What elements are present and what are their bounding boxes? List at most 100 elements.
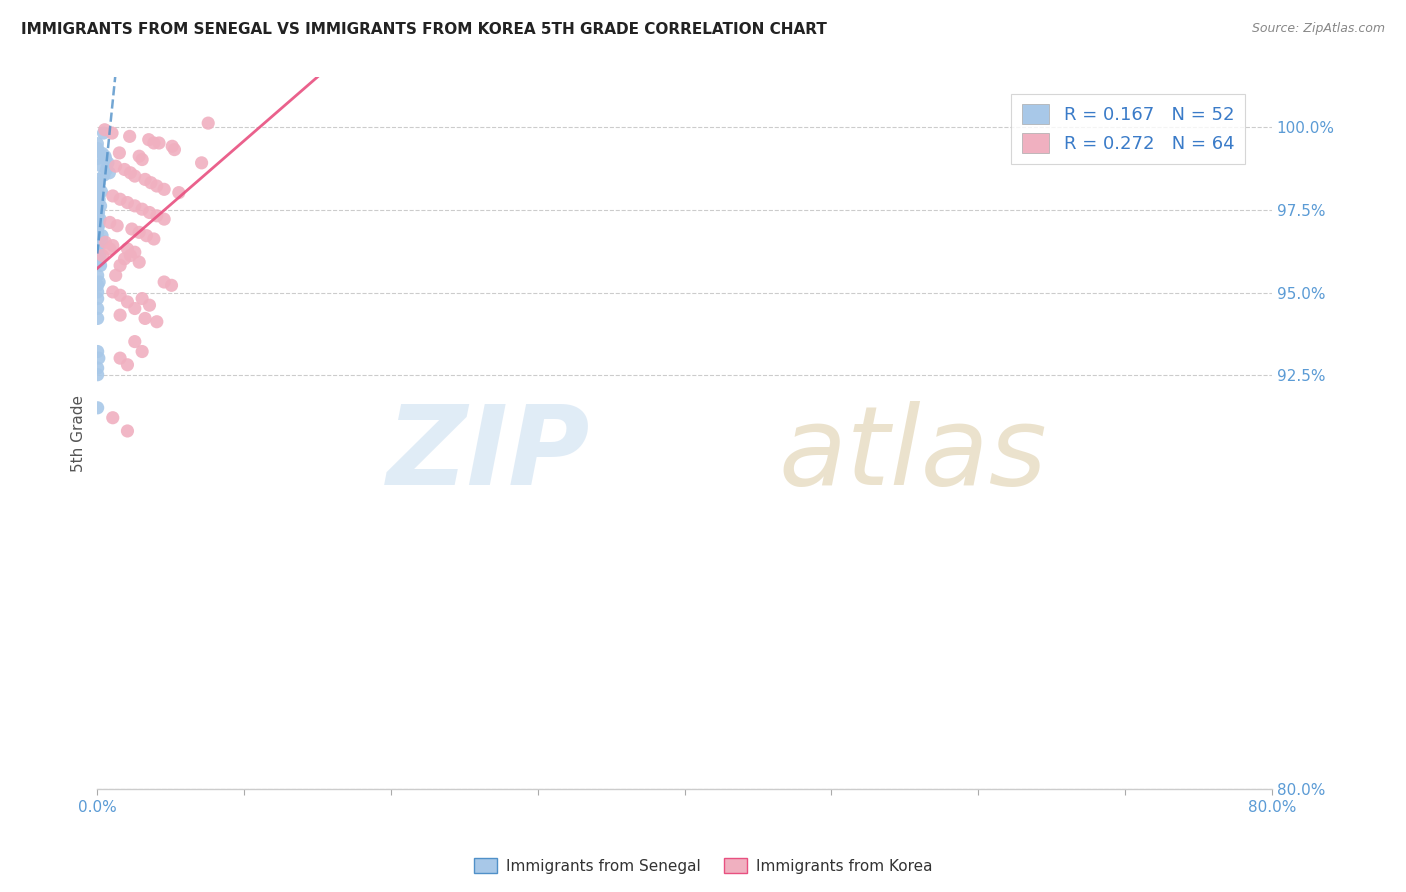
Point [131, 202, 153, 217]
Point [118, 129, 141, 144]
Point [131, 292, 153, 306]
Point [138, 205, 160, 219]
Point [120, 248, 142, 262]
Point [94, 235, 117, 250]
Point [114, 252, 136, 266]
Point [108, 259, 131, 273]
Point [86, 189, 108, 203]
Point [101, 410, 124, 425]
Point [148, 136, 170, 150]
Point [121, 222, 143, 236]
Point [134, 311, 156, 326]
Point [101, 189, 124, 203]
Point [86, 245, 108, 260]
Point [117, 242, 139, 256]
Point [86, 182, 108, 196]
Point [146, 179, 169, 194]
Point [167, 186, 190, 200]
Point [153, 182, 176, 196]
Point [86, 152, 108, 166]
Point [108, 308, 131, 322]
Point [163, 143, 186, 157]
Point [197, 116, 219, 130]
Point [160, 278, 183, 293]
Point [91, 235, 114, 249]
Point [87, 215, 110, 229]
Point [105, 219, 128, 233]
Point [86, 285, 108, 299]
Point [108, 351, 131, 366]
Point [101, 126, 124, 140]
Point [134, 172, 156, 186]
Point [94, 152, 117, 166]
Point [96, 162, 118, 177]
Point [114, 162, 136, 177]
Point [93, 126, 115, 140]
Point [91, 146, 114, 161]
Point [87, 219, 110, 233]
Point [86, 368, 108, 382]
Point [86, 252, 108, 266]
Point [128, 225, 150, 239]
Point [142, 232, 165, 246]
Point [87, 252, 110, 266]
Point [135, 228, 157, 243]
Point [90, 199, 112, 213]
Point [86, 202, 108, 217]
Point [104, 268, 127, 283]
Text: ZIP: ZIP [387, 401, 591, 508]
Point [89, 248, 111, 262]
Point [86, 238, 108, 252]
Point [138, 133, 160, 147]
Point [117, 195, 139, 210]
Point [124, 245, 146, 260]
Point [86, 268, 108, 283]
Point [86, 222, 108, 236]
Point [160, 139, 183, 153]
Text: IMMIGRANTS FROM SENEGAL VS IMMIGRANTS FROM KOREA 5TH GRADE CORRELATION CHART: IMMIGRANTS FROM SENEGAL VS IMMIGRANTS FR… [21, 22, 827, 37]
Point [86, 136, 108, 151]
Point [86, 292, 108, 306]
Point [117, 424, 139, 438]
Point [124, 169, 146, 183]
Point [142, 136, 165, 150]
Text: atlas: atlas [779, 401, 1047, 508]
Point [146, 209, 169, 223]
Point [86, 172, 108, 186]
Point [89, 158, 111, 172]
Point [131, 344, 153, 359]
Point [98, 242, 121, 256]
Point [190, 156, 212, 170]
Point [138, 298, 160, 312]
Point [108, 192, 131, 206]
Point [86, 179, 108, 194]
Point [87, 255, 110, 269]
Point [87, 205, 110, 219]
Point [124, 334, 146, 349]
Point [86, 225, 108, 239]
Point [128, 255, 150, 269]
Point [104, 159, 127, 173]
Text: Source: ZipAtlas.com: Source: ZipAtlas.com [1251, 22, 1385, 36]
Point [91, 248, 114, 262]
Point [86, 401, 108, 415]
Point [87, 177, 110, 191]
Point [87, 351, 110, 366]
Point [86, 242, 108, 256]
Point [117, 358, 139, 372]
Point [91, 228, 114, 243]
Point [139, 176, 162, 190]
Point [131, 153, 153, 167]
Point [128, 149, 150, 163]
Point [93, 168, 115, 182]
Point [93, 122, 115, 136]
Legend: Immigrants from Senegal, Immigrants from Korea: Immigrants from Senegal, Immigrants from… [468, 852, 938, 880]
Legend: R = 0.167   N = 52, R = 0.272   N = 64: R = 0.167 N = 52, R = 0.272 N = 64 [1011, 94, 1246, 164]
Point [98, 215, 121, 229]
Point [86, 209, 108, 223]
Point [87, 192, 110, 206]
Point [97, 156, 120, 170]
Point [86, 301, 108, 316]
Point [146, 315, 169, 329]
Point [86, 344, 108, 359]
